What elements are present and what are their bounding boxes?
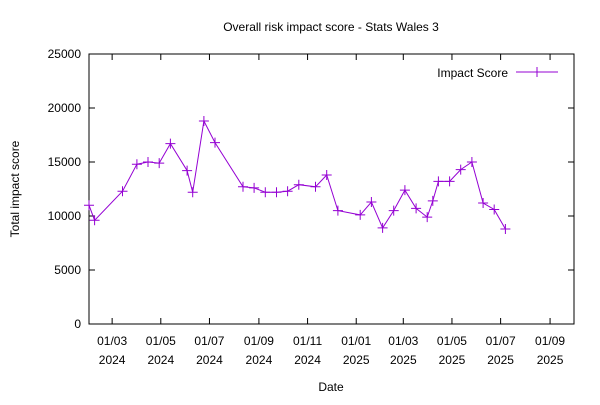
data-point-marker <box>377 222 388 233</box>
data-point-marker <box>198 116 209 126</box>
x-tick-label: 01/09 <box>244 334 274 348</box>
data-point-marker <box>117 186 128 197</box>
data-point-marker <box>422 212 433 223</box>
data-point-marker <box>182 165 193 176</box>
data-point-marker <box>210 137 220 148</box>
data-point-marker <box>489 204 500 215</box>
x-tick-label: 2025 <box>537 353 564 367</box>
data-point-marker <box>366 197 377 207</box>
legend-label: Impact Score <box>437 66 508 80</box>
data-point-marker <box>143 157 153 167</box>
data-point-marker <box>500 224 511 234</box>
data-point-marker <box>84 200 94 211</box>
series-line <box>88 119 506 230</box>
data-point-marker <box>282 186 293 197</box>
data-point-marker <box>466 157 477 167</box>
data-point-marker <box>411 203 422 214</box>
y-tick-label: 0 <box>74 317 81 331</box>
y-tick-label: 10000 <box>48 209 82 223</box>
x-tick-label: 01/05 <box>437 334 467 348</box>
chart-title: Overall risk impact score - Stats Wales … <box>223 20 439 34</box>
data-point-marker <box>154 158 165 169</box>
data-point-marker <box>260 187 271 198</box>
data-point-marker <box>271 187 282 198</box>
data-point-marker <box>321 170 332 180</box>
x-tick-label: 01/01 <box>341 334 371 348</box>
data-point-marker <box>388 205 399 216</box>
data-point-marker <box>89 215 100 226</box>
x-tick-label: 2025 <box>390 353 417 367</box>
legend: Impact Score <box>437 66 558 80</box>
legend-marker <box>532 67 542 77</box>
x-tick-label: 2024 <box>99 353 126 367</box>
x-tick-label: 2024 <box>246 353 273 367</box>
x-tick-label: 01/11 <box>293 334 322 348</box>
data-point-marker <box>238 181 248 192</box>
x-tick-label: 01/09 <box>535 334 565 348</box>
x-tick-label: 01/07 <box>486 334 516 348</box>
x-axis-label: Date <box>318 380 344 394</box>
data-point-marker <box>399 185 410 196</box>
series-layer <box>84 116 511 234</box>
data-point-marker <box>444 176 455 187</box>
x-tick-label: 2024 <box>196 353 223 367</box>
y-tick-label: 5000 <box>54 263 81 277</box>
x-tick-label: 2024 <box>294 353 321 367</box>
data-point-marker <box>478 198 489 208</box>
y-axis-label: Total impact score <box>8 140 22 237</box>
data-point-marker <box>427 195 438 206</box>
data-point-marker <box>293 179 304 190</box>
data-point-marker <box>249 182 260 193</box>
x-tick-label: 2025 <box>439 353 466 367</box>
x-tick-label: 2025 <box>487 353 514 367</box>
y-tick-label: 20000 <box>48 101 82 115</box>
x-axis-ticks: 01/03 2024 01/05 2024 01/07 2024 01/09 2024 01/1… <box>97 54 565 367</box>
data-point-marker <box>310 181 321 192</box>
x-tick-label: 01/07 <box>194 334 224 348</box>
data-point-marker <box>355 209 366 220</box>
data-point-marker <box>332 205 343 216</box>
x-tick-label: 01/05 <box>146 334 176 348</box>
y-tick-label: 25000 <box>48 47 82 61</box>
y-tick-label: 15000 <box>48 155 82 169</box>
data-point-marker <box>433 176 444 187</box>
data-point-marker <box>455 164 466 175</box>
data-point-marker <box>131 159 142 170</box>
x-tick-label: 01/03 <box>388 334 418 348</box>
x-tick-label: 2024 <box>147 353 174 367</box>
x-tick-label: 2025 <box>343 353 370 367</box>
y-axis-ticks: 0 5000 10000 15000 20000 25000 <box>48 47 574 331</box>
plot-frame <box>88 53 575 325</box>
data-point-marker <box>165 138 176 149</box>
data-point-marker <box>187 187 198 198</box>
x-tick-label: 01/03 <box>97 334 127 348</box>
